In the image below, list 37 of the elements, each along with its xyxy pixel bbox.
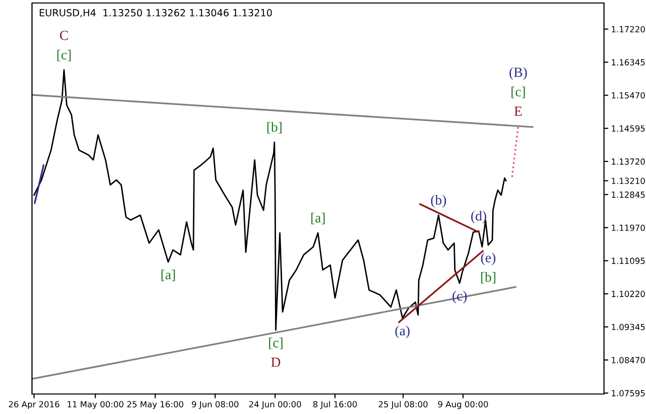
annotation: D	[271, 358, 280, 367]
annotation: (B)	[510, 67, 527, 80]
x-tick-label: 9 Aug 00:00	[438, 401, 488, 410]
x-tick-label: 8 Jul 16:00	[313, 400, 357, 409]
x-tick-label: 25 May 16:00	[127, 401, 184, 410]
y-tick-label: 1.13720	[612, 158, 645, 165]
annotation: [b]	[267, 122, 282, 134]
annotation: [a]	[162, 270, 175, 282]
y-tick-label: 1.13210	[612, 178, 645, 184]
text: EURUSD,H4 1.13250 1.13262 1.13046 1.13210	[40, 9, 272, 18]
annotation: (a)	[395, 326, 410, 338]
x-tick-label: 24 Jun 00:00	[249, 401, 302, 409]
y-tick-label: 1.14595	[612, 125, 645, 132]
y-tick-label: 1.10220	[612, 290, 645, 298]
annotation: (b)	[431, 194, 446, 208]
annotation: [c]	[269, 338, 282, 350]
annotation: [b]	[481, 272, 496, 284]
x-tick-label: 25 Jul 08:00	[378, 400, 428, 409]
x-tick-label: 11 May 00:00	[68, 401, 124, 410]
y-tick-label: 1.12845	[612, 192, 645, 198]
y-tick-label: 1.07595	[612, 390, 645, 396]
annotation: E	[514, 106, 522, 116]
x-tick-label: 26 Apr 2016	[8, 401, 60, 410]
annotation: [c]	[512, 86, 525, 98]
y-tick-label: 1.08470	[612, 356, 645, 364]
y-tick-label: 1.09345	[612, 324, 645, 330]
x-tick-label: 9 Jun 08:00	[192, 401, 238, 409]
annotation: [a]	[311, 212, 325, 224]
y-tick-label: 1.17220	[612, 26, 645, 32]
annotation: (e)	[481, 252, 496, 266]
y-tick-label: 1.15470	[612, 92, 645, 99]
annotation: (d)	[471, 210, 486, 224]
annotation: [c]	[57, 50, 71, 62]
y-tick-label: 1.11095	[612, 258, 645, 264]
annotation: C	[60, 30, 68, 40]
y-tick-label: 1.11970	[612, 224, 645, 231]
y-tick-label: 1.16345	[612, 59, 645, 66]
